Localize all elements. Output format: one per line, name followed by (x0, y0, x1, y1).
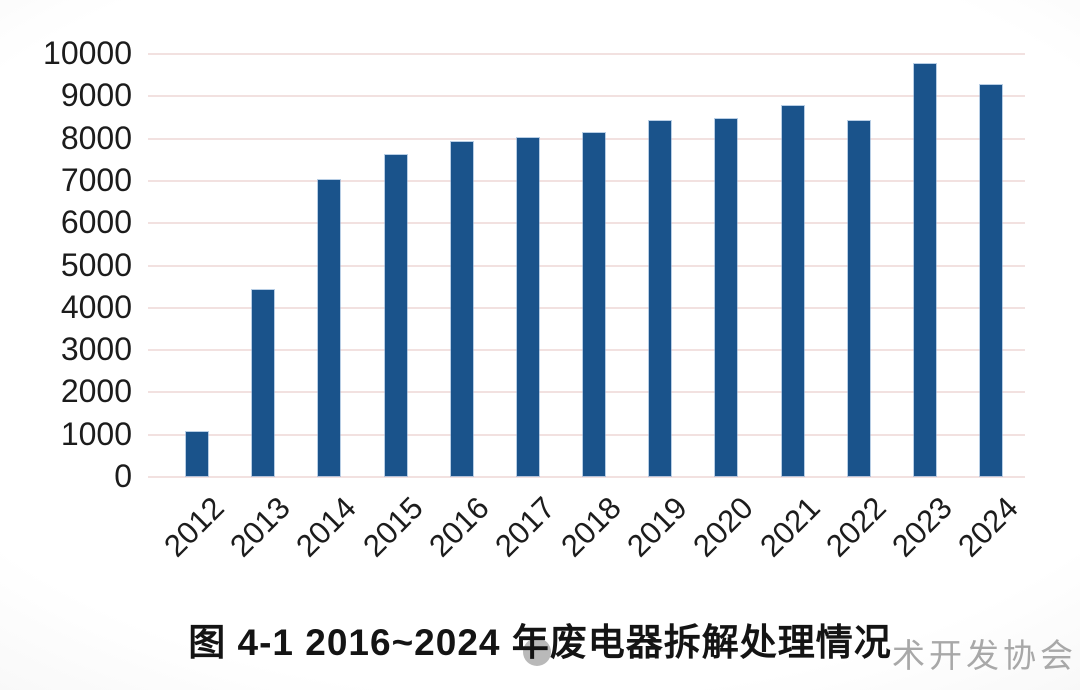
x-tick-label-2023: 2023 (885, 490, 959, 564)
bar-2012 (186, 431, 208, 476)
bar-2016 (450, 141, 473, 476)
x-axis-labels: 2012 2013 2014 2015 2016 2017 2018 2019 2020 2021… (148, 476, 1025, 596)
y-tick-label-5000: 5000 (60, 246, 132, 283)
bar-2020 (715, 118, 738, 476)
x-tick-label-2012: 2012 (157, 490, 231, 564)
bar-2024 (980, 84, 1003, 476)
bar-2013 (252, 289, 275, 476)
x-tick-label-2021: 2021 (752, 490, 827, 564)
bar-2021 (781, 105, 804, 476)
bar-2015 (384, 154, 407, 476)
x-tick-label-2013: 2013 (223, 490, 297, 564)
x-tick-label-2022: 2022 (818, 490, 893, 564)
watermark-text: 术开发协会 (892, 637, 1077, 674)
bar-2022 (847, 120, 870, 476)
x-tick-label-2014: 2014 (289, 490, 364, 564)
figure-caption: 图 4-1 2016~2024 年废电器拆解处理情况 (188, 622, 892, 663)
x-tick-label-2016: 2016 (421, 490, 496, 564)
y-tick-label-6000: 6000 (60, 204, 132, 241)
bar-2018 (583, 133, 606, 476)
y-tick-label-10000: 10000 (43, 35, 132, 71)
y-tick-label-3000: 3000 (60, 331, 132, 368)
y-axis-labels: 0 1000 2000 3000 4000 5000 6000 7000 8000 9000 100… (0, 37, 138, 492)
x-tick-label-2024: 2024 (951, 490, 1025, 564)
chart-plot-area (148, 53, 1025, 478)
y-tick-label-9000: 9000 (60, 77, 132, 114)
y-tick-label-2000: 2000 (60, 373, 132, 410)
x-tick-label-2015: 2015 (355, 490, 430, 564)
x-tick-label-2017: 2017 (488, 490, 562, 564)
bar-2017 (516, 137, 539, 476)
gridline-10000 (148, 53, 1025, 55)
bar-2023 (913, 63, 936, 476)
bar-2014 (318, 179, 341, 476)
x-tick-label-2020: 2020 (686, 490, 761, 564)
x-tick-label-2019: 2019 (620, 490, 694, 564)
y-tick-label-4000: 4000 (60, 288, 132, 325)
watermark-logo-icon (523, 638, 551, 666)
gridline-0 (148, 476, 1025, 478)
y-tick-label-8000: 8000 (60, 119, 132, 156)
bar-2019 (649, 120, 672, 476)
y-tick-label-0: 0 (114, 458, 132, 494)
x-tick-label-2018: 2018 (554, 490, 628, 564)
y-tick-label-1000: 1000 (60, 415, 132, 452)
y-tick-label-7000: 7000 (60, 161, 132, 198)
gridline-9000 (148, 95, 1025, 98)
